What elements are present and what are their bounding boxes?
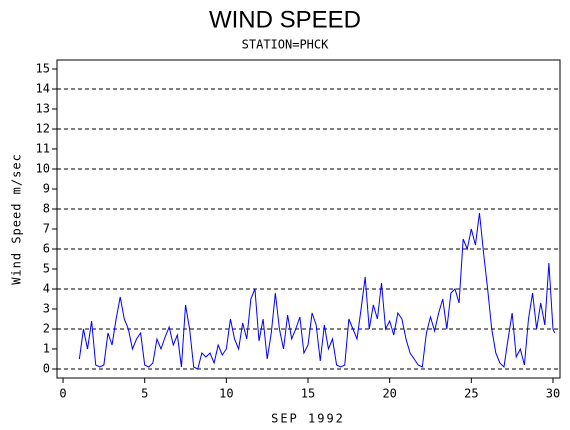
y-tick-label: 6 bbox=[43, 242, 50, 256]
y-tick-label: 4 bbox=[43, 282, 50, 296]
x-tick-label: 0 bbox=[59, 387, 66, 401]
x-tick-label: 5 bbox=[141, 387, 148, 401]
y-tick-label: 10 bbox=[36, 162, 50, 176]
x-tick-label: 10 bbox=[219, 387, 233, 401]
chart-title: WIND SPEED bbox=[209, 6, 361, 33]
x-tick-label: 25 bbox=[464, 387, 478, 401]
y-tick-label: 14 bbox=[36, 82, 50, 96]
y-tick-label: 0 bbox=[43, 362, 50, 376]
x-tick-label: 30 bbox=[546, 387, 560, 401]
x-tick-label: 15 bbox=[301, 387, 315, 401]
y-tick-label: 8 bbox=[43, 202, 50, 216]
y-tick-label: 7 bbox=[43, 222, 50, 236]
y-tick-label: 2 bbox=[43, 322, 50, 336]
y-tick-label: 13 bbox=[36, 102, 50, 116]
chart-subtitle: STATION=PHCK bbox=[242, 38, 329, 52]
y-tick-label: 5 bbox=[43, 262, 50, 276]
y-tick-label: 1 bbox=[43, 342, 50, 356]
plot-frame bbox=[56, 59, 561, 379]
y-tick-label: 9 bbox=[43, 182, 50, 196]
y-tick-label: 3 bbox=[43, 302, 50, 316]
y-tick-label: 11 bbox=[36, 142, 50, 156]
x-tick-label: 20 bbox=[382, 387, 396, 401]
y-axis-label: Wind Speed m/sec bbox=[10, 153, 24, 285]
y-tick-label: 12 bbox=[36, 122, 50, 136]
y-tick-label: 15 bbox=[36, 62, 50, 76]
data-line bbox=[78, 212, 556, 370]
x-axis-label: SEP 1992 bbox=[271, 412, 345, 426]
